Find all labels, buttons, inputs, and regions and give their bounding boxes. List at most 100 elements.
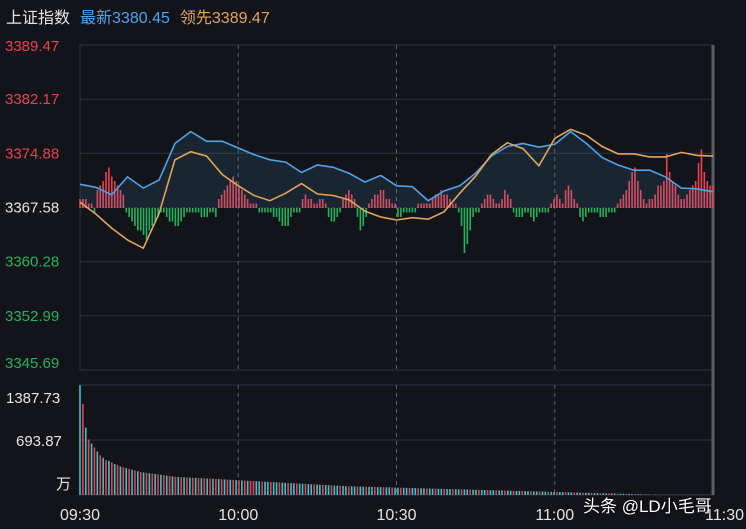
time-tick-label: 11:30	[705, 507, 744, 524]
volume-bar	[602, 493, 604, 495]
macd-bar-down	[93, 208, 96, 213]
volume-bar	[215, 478, 217, 495]
volume-bar	[587, 492, 590, 495]
chart-header: 上证指数 最新3380.45 领先3389.47	[0, 0, 746, 32]
volume-bar	[220, 479, 223, 495]
macd-bar-up	[382, 190, 385, 208]
volume-bars	[79, 385, 714, 495]
macd-bar-down	[579, 208, 581, 217]
volume-bar	[527, 491, 529, 495]
volume-bar	[258, 481, 261, 495]
macd-bar-down	[512, 208, 515, 213]
macd-bar-down	[587, 208, 590, 213]
volume-bar	[226, 479, 229, 495]
macd-bar-up	[619, 199, 622, 208]
macd-bar-down	[460, 208, 463, 226]
macd-bar-up	[255, 203, 258, 208]
macd-bar-down	[203, 208, 206, 217]
macd-bar-up	[443, 194, 445, 208]
volume-tick-label: 693.87	[16, 433, 62, 450]
macd-bar-up	[573, 199, 576, 208]
macd-bar-down	[275, 208, 278, 217]
volume-bar	[142, 472, 145, 495]
macd-bar-up	[102, 181, 104, 208]
macd-bar-up	[87, 203, 90, 208]
volume-bar	[96, 451, 99, 495]
macd-bar-down	[171, 208, 174, 222]
volume-bar	[553, 491, 555, 495]
macd-bar-down	[145, 208, 148, 240]
volume-bar	[194, 477, 197, 495]
volume-bar	[151, 473, 154, 495]
macd-bar-up	[368, 203, 370, 208]
volume-bar	[400, 487, 402, 495]
macd-bar-up	[243, 194, 246, 208]
volume-bar	[472, 489, 474, 495]
volume-bar	[498, 490, 500, 495]
volume-bar	[379, 487, 382, 495]
volume-bar	[547, 491, 550, 495]
macd-bar-up	[84, 199, 87, 208]
volume-axis: 1387.73 693.87 万	[6, 390, 71, 493]
volume-bar	[160, 474, 162, 495]
volume-bar	[307, 484, 310, 495]
macd-bar-up	[428, 203, 431, 208]
macd-bar-up	[501, 199, 503, 208]
volume-bar	[189, 477, 191, 495]
volume-bar	[631, 494, 633, 495]
volume-bar	[333, 485, 336, 495]
volume-bar	[611, 493, 613, 495]
macd-bar-up	[321, 199, 324, 208]
volume-bar	[478, 489, 480, 495]
lead-label: 领先	[179, 10, 212, 27]
macd-bar-down	[541, 208, 544, 213]
macd-bar-up	[342, 199, 344, 208]
volume-bar	[362, 486, 365, 495]
price-tick-label: 3367.58	[5, 200, 59, 217]
volume-bar	[79, 385, 81, 495]
volume-bar	[440, 488, 443, 495]
volume-bar	[125, 468, 128, 495]
price-tick-label: 3345.69	[5, 355, 59, 372]
macd-bar-up	[509, 199, 512, 208]
latest-area	[80, 131, 713, 208]
volume-bar	[469, 489, 472, 495]
macd-bar-up	[498, 203, 500, 208]
time-tick-label: 10:00	[218, 507, 258, 524]
price-tick-label: 3374.88	[5, 145, 59, 162]
volume-bar	[382, 487, 385, 495]
volume-bar	[197, 478, 200, 495]
macd-bar-up	[79, 199, 81, 208]
volume-bar	[509, 490, 512, 495]
volume-bar	[324, 485, 327, 495]
macd-bar-up	[122, 194, 125, 208]
volume-bar	[613, 493, 616, 495]
volume-bar	[634, 494, 636, 495]
volume-bar	[264, 481, 266, 495]
volume-bar	[108, 460, 110, 495]
macd-bar-down	[128, 208, 130, 217]
volume-bar	[342, 485, 344, 495]
macd-bar-up	[561, 203, 564, 208]
macd-bar-up	[348, 190, 350, 208]
volume-bar	[582, 492, 584, 495]
macd-bar-up	[90, 203, 93, 208]
volume-bar	[281, 482, 284, 495]
volume-bar	[102, 457, 104, 495]
macd-bar-down	[613, 208, 616, 213]
volume-bar	[235, 480, 237, 495]
volume-bar	[504, 490, 506, 495]
volume-bar	[287, 482, 289, 495]
macd-bar-down	[463, 208, 466, 253]
macd-bar-up	[700, 149, 703, 208]
volume-bar	[564, 492, 567, 495]
macd-bar-up	[694, 181, 697, 208]
volume-bar	[561, 492, 564, 495]
volume-bar	[301, 483, 304, 495]
macd-bar-down	[212, 208, 214, 213]
macd-bar-down	[272, 208, 275, 217]
macd-bar-down	[269, 208, 272, 213]
macd-bar-down	[402, 208, 405, 213]
volume-tick-label: 1387.73	[6, 390, 60, 407]
